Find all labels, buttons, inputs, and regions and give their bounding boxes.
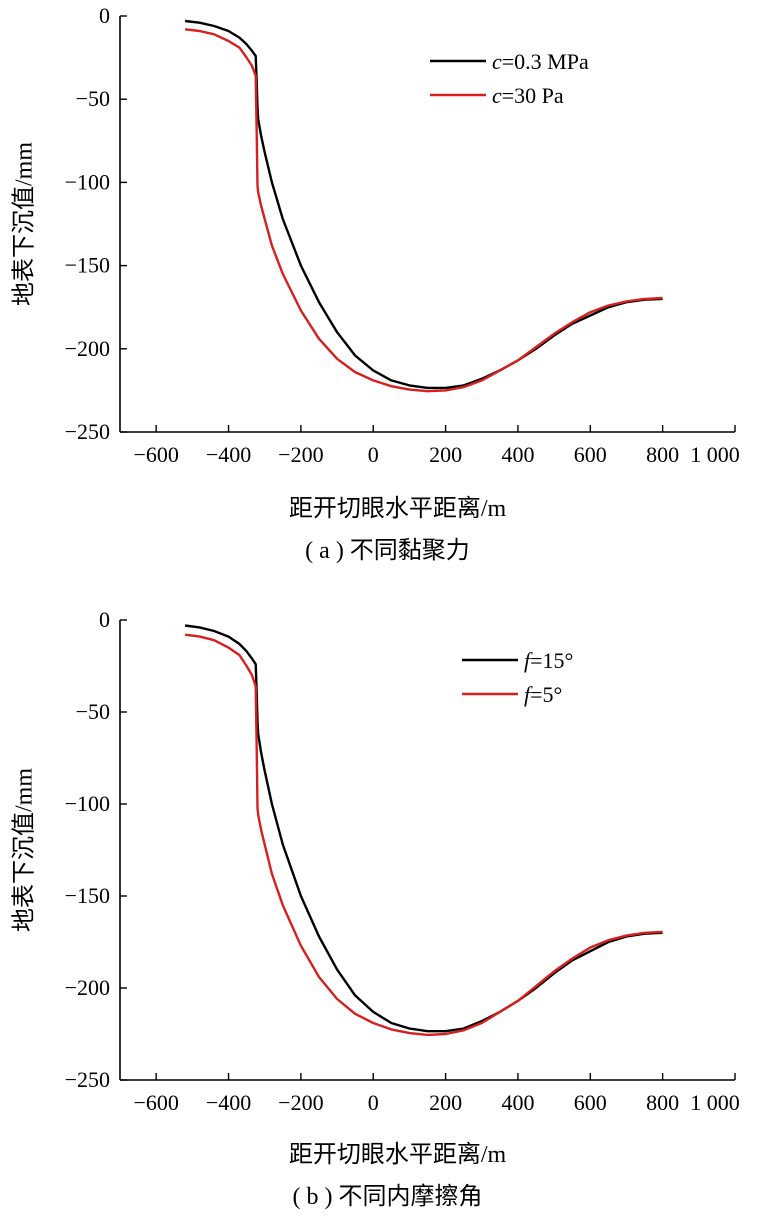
chart-panel-b: 0 −50 −100 −150 −200 −250 −600 −400 −200 0 200 400 6…: [0, 608, 759, 1216]
chart-a-x-axis-title: 距开切眼水平距离/m: [289, 495, 507, 522]
chart-a-x-tick-label: 1 000: [690, 442, 740, 467]
chart-a-x-tick-label: −200: [278, 442, 323, 467]
chart-b-y-tick-label: −150: [65, 883, 110, 908]
chart-a-legend-label-1: c=0.3 MPa: [492, 49, 589, 74]
chart-b-x-tick-label: 1 000: [690, 1090, 740, 1115]
chart-a-x-tick-label: 800: [646, 442, 679, 467]
chart-b-y-tick-label: 0: [99, 608, 110, 632]
chart-a-x-tick-label: 400: [501, 442, 534, 467]
chart-a-x-tick-label: −600: [133, 442, 178, 467]
chart-b-x-tick-label: −600: [133, 1090, 178, 1115]
chart-b-svg: 0 −50 −100 −150 −200 −250 −600 −400 −200 0 200 400 6…: [11, 608, 740, 1210]
chart-b-x-tick-label: −200: [278, 1090, 323, 1115]
chart-b-y-tick-label: −250: [65, 1067, 110, 1092]
chart-b-series-line-2: [184, 633, 663, 1037]
chart-a-x-tick-label: −400: [206, 442, 251, 467]
chart-b-y-tick-label: −200: [65, 975, 110, 1000]
chart-a-caption: ( a ) 不同黏聚力: [305, 537, 470, 564]
chart-panel-a: 0 −50 −100 −150 −200 −250 −600 −400 −200 0 200 400 6…: [11, 3, 740, 564]
chart-a-x-tick-label: 200: [429, 442, 462, 467]
chart-a-x-tick-label: 0: [368, 442, 379, 467]
chart-a-y-tick-label: −150: [65, 253, 110, 278]
chart-a-y-tick-label: −50: [76, 86, 110, 111]
chart-a-y-tick-label: 0: [99, 3, 110, 28]
chart-b-y-axis-title: 地表下沉值/mm: [11, 768, 38, 932]
chart-b-x-tick-label: 200: [429, 1090, 462, 1115]
chart-b-x-tick-label: 400: [501, 1090, 534, 1115]
chart-b-x-tick-label: 800: [646, 1090, 679, 1115]
chart-b-legend-label-1: f=15°: [524, 648, 573, 673]
chart-a-x-tick-label: 600: [574, 442, 607, 467]
chart-b-y-tick-label: −100: [65, 791, 110, 816]
chart-a-y-tick-label: −100: [65, 169, 110, 194]
chart-a-y-tick-label: −250: [65, 419, 110, 444]
chart-a-y-axis-title: 地表下沉值/mm: [11, 142, 38, 306]
chart-a-y-tick-label: −200: [65, 336, 110, 361]
chart-b-x-axis-title: 距开切眼水平距离/m: [289, 1141, 507, 1168]
chart-b-x-tick-label: 600: [574, 1090, 607, 1115]
chart-a-series-line-1: [184, 19, 663, 390]
chart-b-x-tick-label: 0: [368, 1090, 379, 1115]
chart-b-legend-label-2: f=5°: [524, 682, 562, 707]
chart-b-caption: ( b ) 不同内摩擦角: [293, 1183, 483, 1210]
chart-a-series-line-2: [184, 28, 663, 393]
chart-b-x-tick-label: −400: [206, 1090, 251, 1115]
chart-a-svg: 0 −50 −100 −150 −200 −250 −600 −400 −200 0 200 400 6…: [11, 3, 740, 564]
chart-b-series-line-1: [184, 624, 663, 1033]
chart-a-legend-label-2: c=30 Pa: [492, 83, 564, 108]
chart-b-y-tick-label: −50: [76, 699, 110, 724]
